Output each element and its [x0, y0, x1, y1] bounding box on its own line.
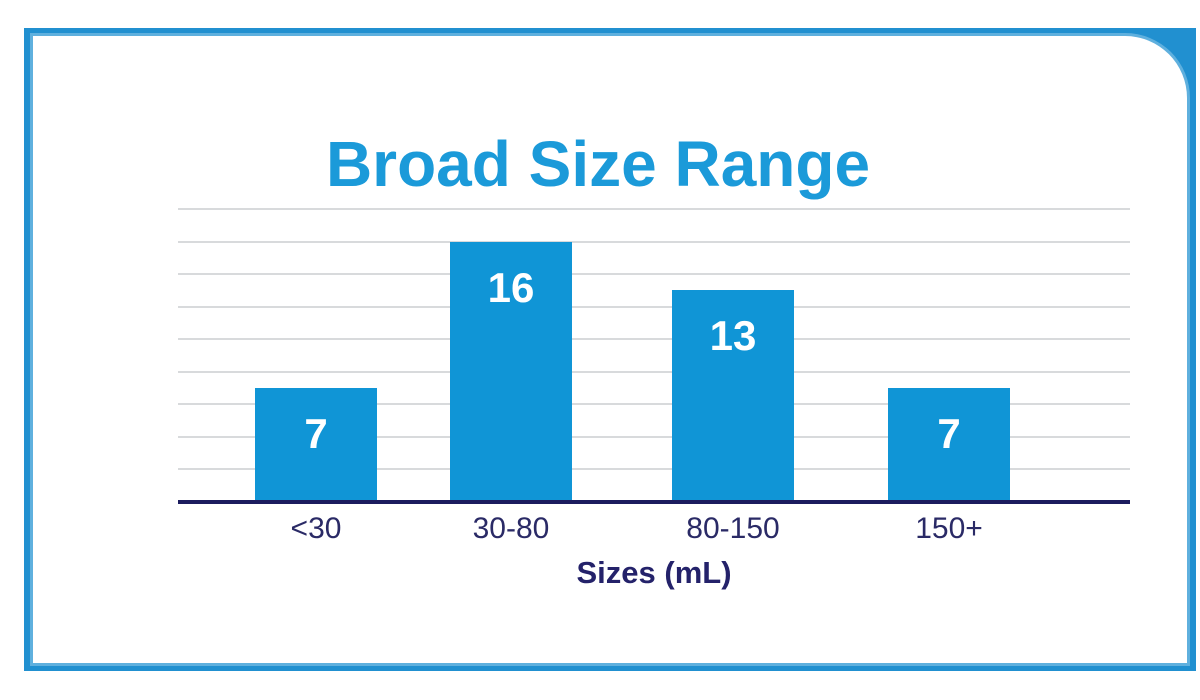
x-tick-label: 30-80: [472, 512, 550, 545]
gridline: [178, 370, 1130, 373]
bar-<30: 7: [255, 388, 377, 502]
bar-30-80: 16: [450, 241, 572, 502]
gridline: [178, 208, 1130, 210]
bar-80-150: 13: [672, 290, 794, 502]
slide-content-area: Broad Size Range 7 16 13 7 <30 30-80 80-150 15…: [33, 36, 1187, 663]
x-tick-label: <30: [290, 512, 342, 545]
bar-value-label: 7: [937, 410, 961, 458]
chart-title: Broad Size Range: [325, 127, 871, 200]
bar-value-label: 16: [487, 263, 535, 311]
gridline: [178, 240, 1130, 243]
plot-area: 7 16 13 7 <30 30-80 80-150 150+ Sizes (mL): [178, 208, 1130, 590]
x-axis-line: [178, 500, 1130, 504]
bar-150+: 7: [888, 388, 1010, 502]
gridline: [178, 435, 1130, 438]
x-tick-label: 150+: [915, 512, 983, 545]
x-tick-label: 80-150: [686, 512, 780, 545]
bar-value-label: 7: [304, 410, 328, 458]
bar-value-label: 13: [709, 312, 757, 360]
gridline: [178, 305, 1130, 308]
gridline: [178, 468, 1130, 471]
gridline: [178, 273, 1130, 276]
gridline: [178, 403, 1130, 406]
x-axis-title: Sizes (mL): [576, 555, 732, 590]
gridline: [178, 338, 1130, 341]
slide-border-frame: Broad Size Range 7 16 13 7 <30 30-80 80-150 15…: [24, 28, 1196, 671]
